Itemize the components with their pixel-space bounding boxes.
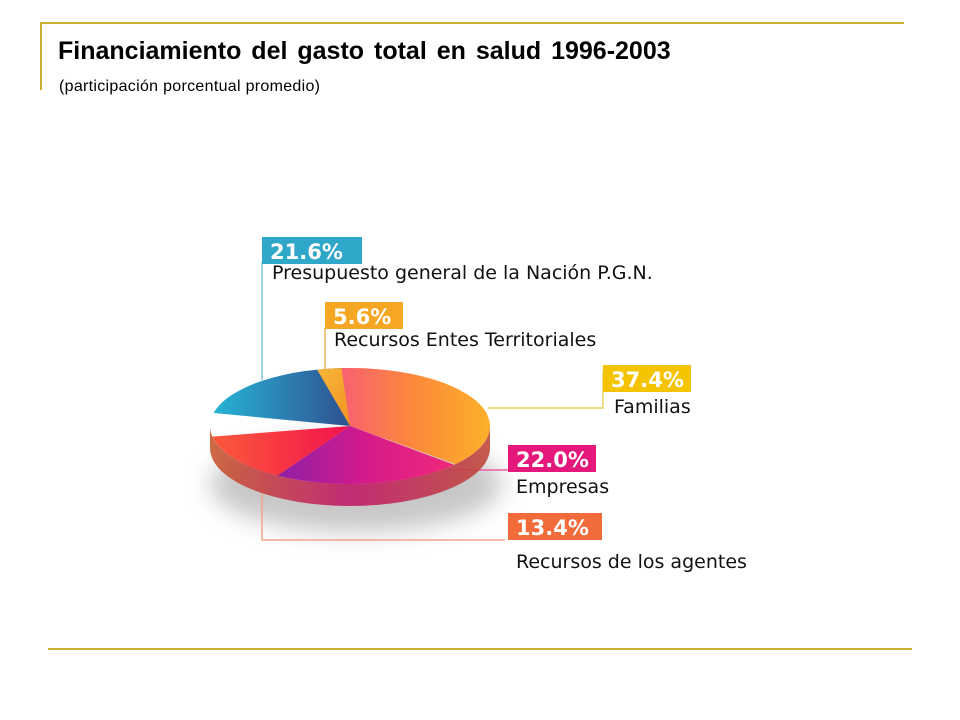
value-label-2: 37.4% [611, 368, 684, 392]
pie-slice-3 [277, 426, 455, 484]
leader-line-2 [488, 372, 604, 409]
value-badge-0 [262, 237, 362, 264]
category-label-0: Presupuesto general de la Nación P.G.N. [272, 262, 653, 284]
category-label-4: Recursos de los agentes [516, 551, 747, 573]
category-label-3: Empresas [516, 476, 609, 498]
pie-slice-2 [341, 368, 490, 465]
value-label-1: 5.6% [333, 305, 391, 329]
bottom-rule [48, 648, 912, 650]
value-label-4: 13.4% [516, 516, 589, 540]
category-label-1: Recursos Entes Territoriales [334, 329, 596, 351]
pie-slice-0 [213, 368, 352, 426]
value-label-0: 21.6% [270, 240, 343, 264]
top-rule [40, 22, 904, 24]
page-title: Financiamiento del gasto total en salud … [58, 37, 671, 65]
value-badge-2 [603, 365, 691, 392]
value-label-3: 22.0% [516, 448, 589, 472]
pie-depth [210, 426, 490, 506]
pie-slice-4 [212, 426, 350, 476]
value-badge-4 [508, 513, 602, 540]
category-label-2: Familias [614, 396, 691, 418]
left-rule [40, 22, 42, 90]
page-subtitle: (participación porcentual promedio) [59, 78, 321, 95]
value-badge-3 [508, 445, 596, 472]
leader-line-4 [261, 470, 505, 541]
value-badge-1 [325, 302, 403, 329]
